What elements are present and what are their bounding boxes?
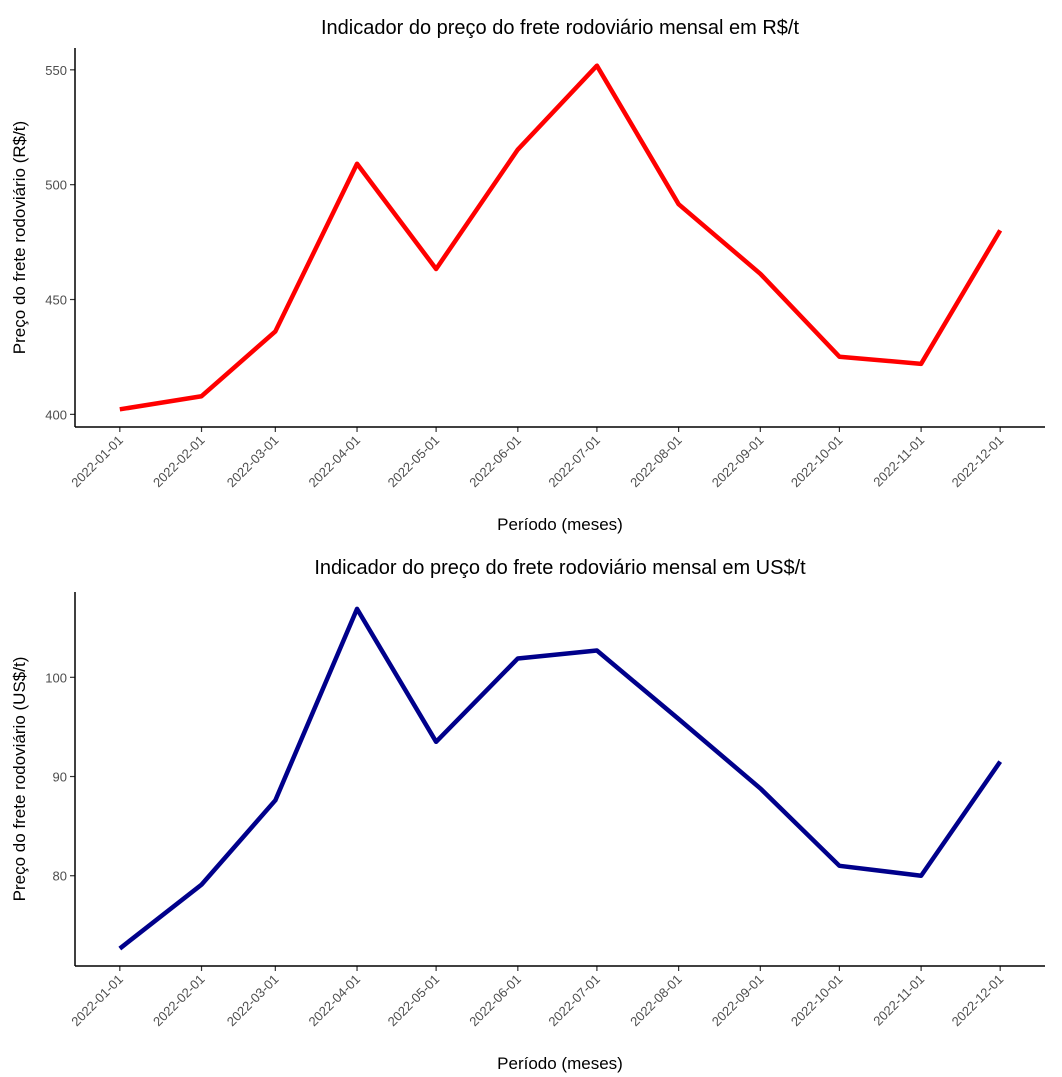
x-tick-label: 2022-09-01 [709, 433, 767, 491]
y-tick-label: 100 [45, 670, 67, 685]
x-tick-label: 2022-04-01 [306, 972, 364, 1030]
x-tick-label: 2022-08-01 [627, 972, 685, 1030]
y-tick-label: 400 [45, 407, 67, 422]
y-tick-label: 80 [53, 869, 67, 884]
chart-title: Indicador do preço do frete rodoviário m… [321, 17, 799, 39]
x-tick-label: 2022-01-01 [68, 972, 126, 1030]
y-tick-label: 550 [45, 63, 67, 78]
x-tick-label: 2022-02-01 [150, 972, 208, 1030]
x-tick-label: 2022-02-01 [150, 433, 208, 491]
x-axis-title: Período (meses) [497, 515, 623, 534]
x-tick-label: 2022-05-01 [385, 972, 443, 1030]
x-tick-label: 2022-08-01 [627, 433, 685, 491]
x-tick-label: 2022-04-01 [306, 433, 364, 491]
line [119, 63, 1003, 412]
y-axis-title: Preço do frete rodoviário (R$/t) [10, 121, 29, 354]
x-tick-label: 2022-09-01 [709, 972, 767, 1030]
x-tick-label: 2022-06-01 [466, 972, 524, 1030]
x-tick-label: 2022-07-01 [545, 972, 603, 1030]
chart-title: Indicador do preço do frete rodoviário m… [314, 557, 806, 579]
x-tick-label: 2022-06-01 [466, 433, 524, 491]
x-tick-label: 2022-10-01 [788, 433, 846, 491]
x-tick-label: 2022-12-01 [949, 433, 1007, 491]
x-axis-title: Período (meses) [497, 1054, 623, 1073]
x-tick-label: 2022-03-01 [224, 433, 282, 491]
x-tick-label: 2022-05-01 [385, 433, 443, 491]
y-tick-label: 450 [45, 293, 67, 308]
y-axis-title: Preço do frete rodoviário (US$/t) [10, 657, 29, 902]
x-tick-label: 2022-03-01 [224, 972, 282, 1030]
x-tick-label: 2022-11-01 [870, 433, 927, 490]
line [118, 606, 1003, 951]
x-tick-label: 2022-07-01 [545, 433, 603, 491]
y-tick-label: 90 [53, 770, 67, 785]
y-tick-label: 500 [45, 178, 67, 193]
x-tick-label: 2022-01-01 [68, 433, 126, 491]
x-tick-label: 2022-10-01 [788, 972, 846, 1030]
x-tick-label: 2022-11-01 [870, 972, 927, 1029]
x-tick-label: 2022-12-01 [949, 972, 1007, 1030]
